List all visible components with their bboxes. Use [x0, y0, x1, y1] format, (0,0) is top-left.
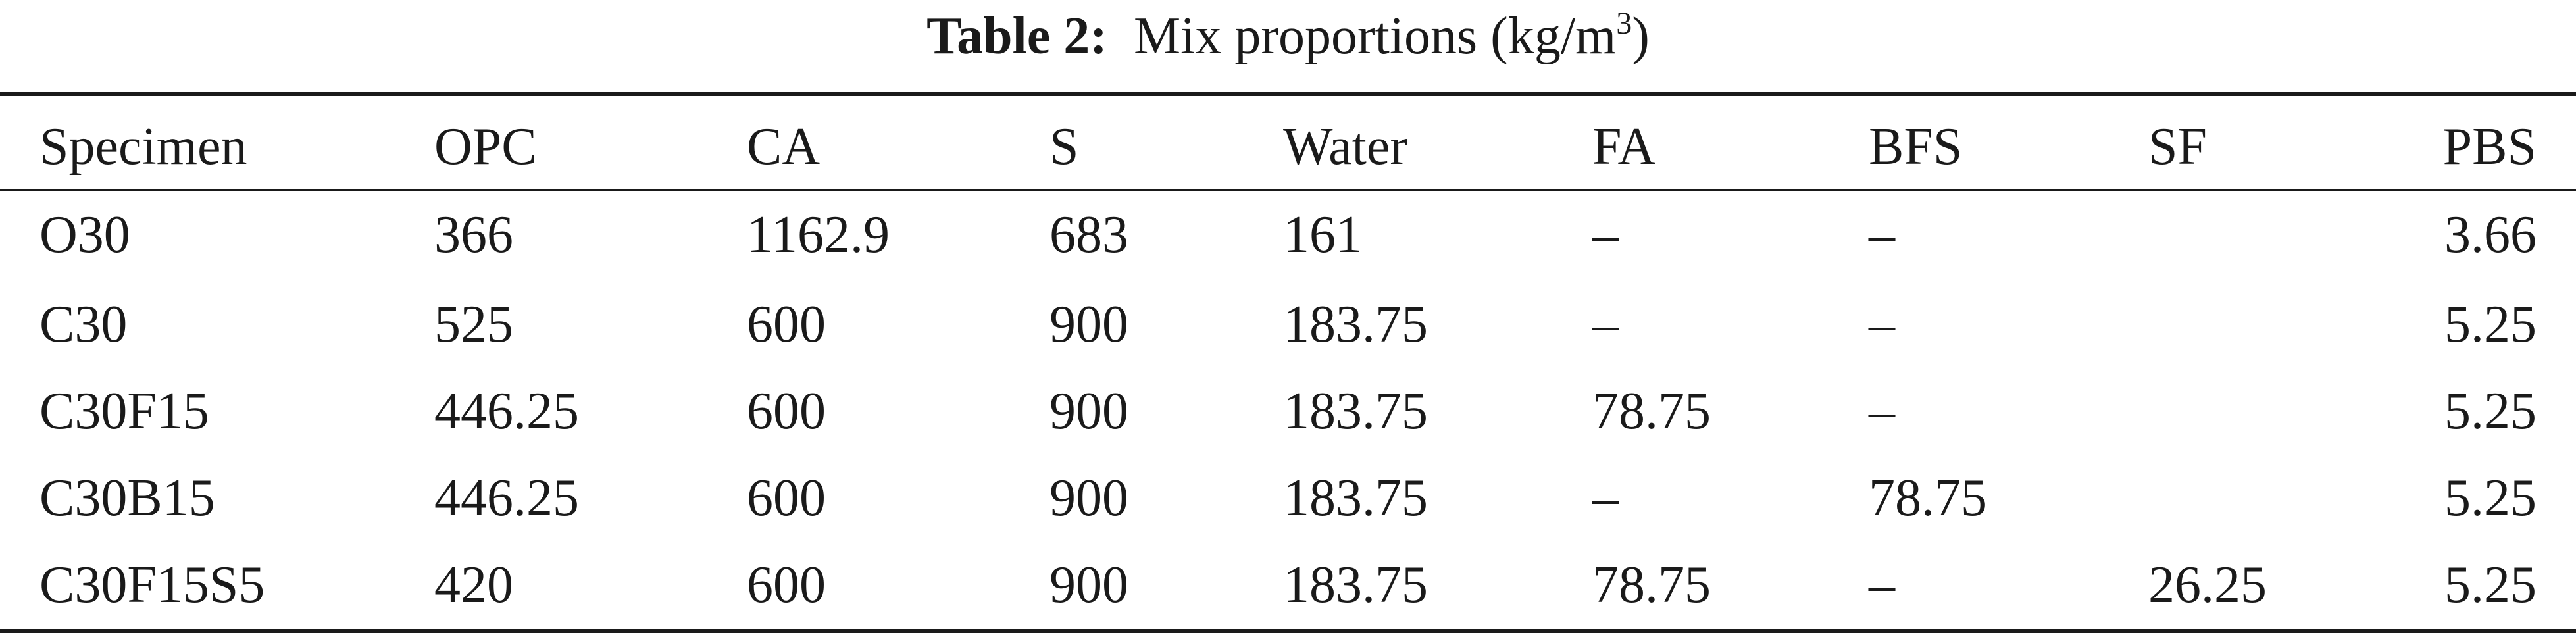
cell-specimen: C30: [39, 295, 128, 353]
cell-fa: 78.75: [1592, 382, 1711, 440]
column-header-ca: CA: [747, 118, 821, 176]
cell-water: 183.75: [1283, 295, 1428, 353]
cell-opc: 446.25: [434, 469, 579, 527]
cell-specimen: C30F15: [39, 382, 209, 440]
cell-sf: [2148, 189, 2421, 281]
cell-bfs: –: [1869, 382, 1895, 440]
column-header-s: S: [1049, 118, 1079, 176]
cell-sf: [2148, 281, 2421, 368]
cell-bfs: –: [1869, 555, 1895, 614]
table-row: C30F15 446.25 600 900 183.75 78.75 – 5.2…: [0, 368, 2576, 455]
table-caption-close: ): [1632, 7, 1650, 65]
table-caption-unit-exponent: 3: [1616, 6, 1632, 41]
table-row: C30B15 446.25 600 900 183.75 – 78.75 5.2…: [0, 455, 2576, 542]
cell-ca: 600: [747, 295, 826, 353]
column-header-water: Water: [1283, 118, 1407, 176]
cell-specimen: O30: [39, 205, 130, 264]
column-header-specimen: Specimen: [39, 118, 247, 176]
cell-opc: 525: [434, 295, 513, 353]
cell-bfs: 78.75: [1869, 469, 1987, 527]
header-rule: [0, 189, 2576, 191]
cell-sf: [2148, 368, 2421, 455]
cell-opc: 446.25: [434, 382, 579, 440]
cell-s: 900: [1049, 555, 1128, 614]
table-caption-label: Table 2:: [926, 7, 1107, 65]
cell-sf: [2148, 455, 2421, 542]
cell-fa: –: [1592, 295, 1619, 353]
cell-pbs: 3.66: [2444, 205, 2537, 264]
column-header-sf: SF: [2148, 118, 2207, 176]
table-caption: Table 2: Mix proportions (kg/m3): [0, 0, 2576, 72]
cell-bfs: –: [1869, 295, 1895, 353]
cell-s: 683: [1049, 205, 1128, 264]
cell-water: 183.75: [1283, 555, 1428, 614]
column-header-pbs: PBS: [2442, 118, 2537, 176]
cell-water: 183.75: [1283, 469, 1428, 527]
cell-opc: 366: [434, 205, 513, 264]
table-row: C30 525 600 900 183.75 – – 5.25: [0, 281, 2576, 368]
cell-pbs: 5.25: [2444, 382, 2537, 440]
cell-pbs: 5.25: [2444, 295, 2537, 353]
mix-proportions-table: Specimen OPC CA S Water FA BFS SF PBS O3…: [0, 105, 2576, 628]
cell-water: 183.75: [1283, 382, 1428, 440]
cell-pbs: 5.25: [2444, 555, 2537, 614]
column-header-opc: OPC: [434, 118, 537, 176]
cell-ca: 600: [747, 382, 826, 440]
header-row: Specimen OPC CA S Water FA BFS SF PBS: [0, 105, 2576, 189]
column-header-bfs: BFS: [1869, 118, 1963, 176]
cell-ca: 600: [747, 555, 826, 614]
column-header-fa: FA: [1592, 118, 1656, 176]
cell-s: 900: [1049, 469, 1128, 527]
bottom-rule: [0, 629, 2576, 633]
cell-s: 900: [1049, 382, 1128, 440]
cell-bfs: –: [1869, 205, 1895, 264]
cell-s: 900: [1049, 295, 1128, 353]
cell-specimen: C30B15: [39, 469, 215, 527]
cell-fa: –: [1592, 469, 1619, 527]
top-rule: [0, 92, 2576, 96]
table-row: O30 366 1162.9 683 161 – – 3.66: [0, 189, 2576, 281]
cell-water: 161: [1283, 205, 1362, 264]
cell-specimen: C30F15S5: [39, 555, 265, 614]
cell-fa: –: [1592, 205, 1619, 264]
cell-opc: 420: [434, 555, 513, 614]
cell-fa: 78.75: [1592, 555, 1711, 614]
cell-sf: 26.25: [2148, 555, 2267, 614]
table-row: C30F15S5 420 600 900 183.75 78.75 – 26.2…: [0, 542, 2576, 628]
cell-ca: 600: [747, 469, 826, 527]
cell-ca: 1162.9: [747, 205, 890, 264]
table-caption-text: Mix proportions (kg/m: [1133, 7, 1617, 65]
cell-pbs: 5.25: [2444, 469, 2537, 527]
